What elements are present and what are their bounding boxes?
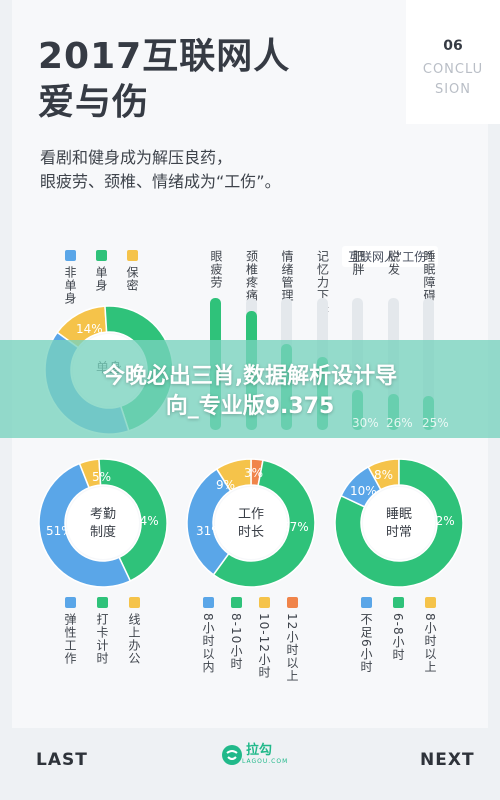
legend-item: 单身 (93, 250, 110, 292)
legend-item: 保密 (124, 250, 141, 292)
legend-label: 12小时以上 (285, 613, 299, 683)
donut-slice (38, 462, 132, 588)
donut-hole (363, 487, 435, 559)
legend-item: 12小时以上 (284, 597, 301, 682)
overlay-banner (0, 340, 500, 438)
legend-label: 保密 (125, 266, 139, 292)
donut-slice (215, 458, 252, 492)
hours-slice-9: 9% (216, 478, 236, 492)
hours-slice-31: 31% (196, 524, 223, 538)
lagou-logo-icon (222, 744, 242, 765)
conclusion-number: 06 (443, 38, 463, 54)
sleep-slice-8: 8% (374, 468, 394, 482)
legend-label: 弹性工作 (63, 613, 77, 665)
legend-label: 非单身 (63, 266, 77, 305)
legend-swatch (65, 250, 76, 261)
legend-item: 6-8小时 (390, 597, 407, 662)
legend-swatch (259, 597, 270, 608)
injury-bar-label: 脱发 (386, 250, 401, 276)
sleep-donut (334, 458, 464, 588)
lagou-logo-subtext: LAGOU.COM (242, 758, 289, 765)
sleep-slice-82: 82% (428, 514, 455, 528)
donut-slice (334, 458, 464, 588)
hours-slice-3: 3% (244, 466, 264, 480)
conclusion-tab: 06 CONCLU SION (406, 0, 500, 124)
legend-label: 打卡计时 (95, 613, 109, 665)
legend-swatch (361, 597, 372, 608)
legend-swatch (129, 597, 140, 608)
work-hours-donut (186, 458, 316, 588)
legend-swatch (96, 250, 107, 261)
lagou-logo: 拉勾 LAGOU.COM (222, 744, 288, 765)
legend-swatch (127, 250, 138, 261)
injury-percent-3: 25% (422, 416, 449, 430)
conclusion-label: CONCLU SION (422, 62, 484, 97)
injury-bar-label: 肥胖 (351, 250, 365, 276)
overlay-line-1: 今晚必出三肖,数据解析设计导 (102, 364, 398, 389)
page-title: 2017互联网人 爱与伤 (38, 34, 290, 126)
overlay-line-2: 向_专业版9.375 (165, 394, 335, 419)
legend-label: 线上办公 (127, 613, 141, 665)
legend-label: 6-8小时 (391, 613, 405, 662)
legend-swatch (287, 597, 298, 608)
relationship-slice-label: 14% (76, 322, 103, 336)
legend-swatch (231, 597, 242, 608)
subtitle-line-2: 眼疲劳、颈椎、情绪成为“工伤”。 (40, 172, 281, 191)
legend-swatch (97, 597, 108, 608)
legend-item: 10-12小时 (256, 597, 273, 679)
legend-item: 8-10小时 (228, 597, 245, 670)
donut-slice (212, 459, 316, 588)
last-button[interactable]: LAST (36, 750, 88, 770)
legend-swatch (425, 597, 436, 608)
legend-label: 8小时以内 (201, 613, 215, 674)
work-hours-donut-center: 工作 时长 (237, 507, 264, 540)
injury-bar-label: 情绪管理 (280, 250, 294, 302)
legend-label: 8-10小时 (229, 613, 243, 671)
work-system-donut-center: 考勤 制度 (89, 507, 116, 540)
legend-item: 8小时以内 (200, 597, 217, 674)
legend-item: 不足6小时 (358, 597, 375, 674)
work-slice-51: 51% (46, 524, 73, 538)
legend-swatch (65, 597, 76, 608)
next-button[interactable]: NEXT (420, 750, 475, 770)
legend-label: 单身 (94, 266, 108, 292)
injury-bar-label: 睡眠障碍 (422, 250, 436, 302)
sleep-slice-10: 10% (350, 484, 377, 498)
work-slice-5: 5% (92, 470, 112, 484)
injury-percent-1: 30% (352, 416, 379, 430)
subtitle: 看剧和健身成为解压良药， 眼疲劳、颈椎、情绪成为“工伤”。 (40, 146, 281, 194)
legend-label: 不足6小时 (359, 613, 373, 674)
donut-slice (98, 458, 168, 582)
legend-item: 弹性工作 (62, 597, 79, 665)
donut-hole (215, 487, 287, 559)
legend-swatch (393, 597, 404, 608)
sleep-donut-center: 睡眠 时常 (385, 507, 412, 540)
donut-slice (340, 465, 382, 508)
hours-slice-57: 57% (282, 520, 309, 534)
footer (0, 728, 500, 800)
legend-label: 8小时以上 (423, 613, 437, 674)
injury-bar-label: 眼疲劳 (209, 250, 223, 289)
title-line-2: 爱与伤 (38, 82, 150, 123)
legend-label: 10-12小时 (257, 613, 271, 679)
legend-item: 打卡计时 (94, 597, 111, 665)
legend-swatch (203, 597, 214, 608)
donut-hole (67, 487, 139, 559)
work-slice-44: 44% (132, 514, 159, 528)
subtitle-line-1: 看剧和健身成为解压良药， (40, 148, 233, 167)
injury-bar-label: 颈椎疼痛 (244, 250, 259, 302)
legend-item: 线上办公 (126, 597, 143, 665)
overlay-text: 今晚必出三肖,数据解析设计导 向_专业版9.375 (0, 362, 500, 422)
legend-item: 8小时以上 (422, 597, 439, 674)
title-line-1: 2017互联网人 (38, 36, 291, 77)
legend-item: 非单身 (62, 250, 79, 305)
injury-percent-2: 26% (386, 416, 413, 430)
lagou-logo-text: 拉勾 (246, 743, 273, 758)
injury-badge: 互联网人“工伤” (342, 246, 439, 267)
work-system-donut (38, 458, 168, 588)
